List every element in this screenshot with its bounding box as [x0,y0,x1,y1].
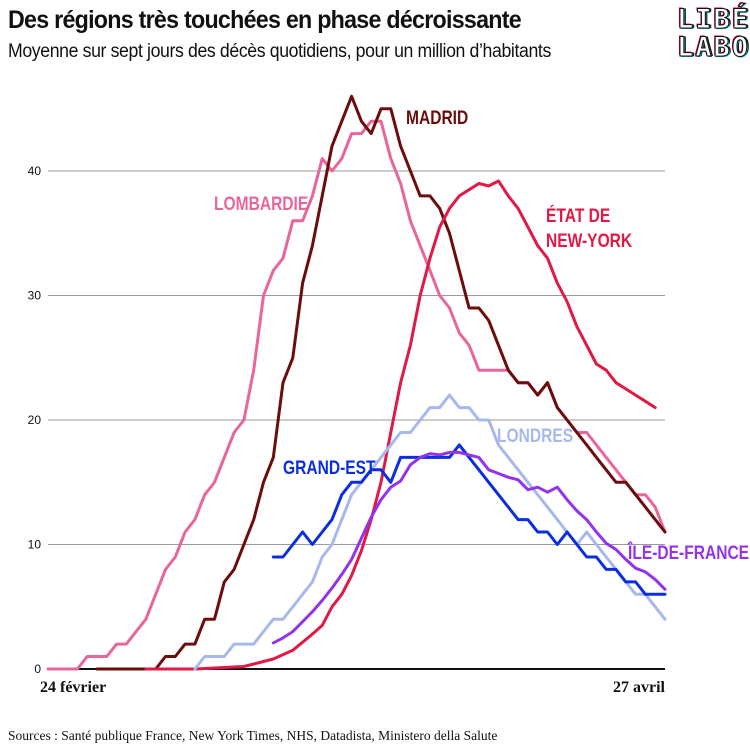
x-tick-label-start: 24 février [40,679,106,696]
series-label-line: MADRID [406,107,468,129]
series-label-etat-de-new-york: ÉTAT DE NEW-YORK [546,205,633,252]
libe-labo-logo: LIBÉ LABO [677,4,750,63]
y-tick-label-40: 40 [28,164,42,178]
series-label-lombardie: LOMBARDIE [214,193,308,215]
sources-note: Sources : Santé publique France, New Yor… [8,728,498,743]
series-label-line: GRAND-EST [283,457,376,479]
y-tick-label-30: 30 [28,289,42,303]
series-label-line: ÎLE-DE-FRANCE [627,542,749,564]
page-subtitle: Moyenne sur sept jours des décès quotidi… [8,41,551,62]
series-line-madrid [95,94,667,671]
series-label-londres: LONDRES [497,425,573,447]
series-label-ile-de-france: ÎLE-DE-FRANCE [627,542,749,564]
series-label-line: LONDRES [497,425,573,447]
logo-line-2: LABO [677,32,750,63]
logo-line-1: LIBÉ [677,4,750,35]
series-label-madrid: MADRID [406,107,468,129]
series-label-line: NEW-YORK [546,230,633,252]
series-line-londres [193,393,667,671]
y-tick-label-20: 20 [28,413,42,427]
y-tick-label-10: 10 [28,538,42,552]
page-title: Des régions très touchées en phase décro… [8,6,522,34]
series-line-grand-est [271,443,667,596]
series-label-line: ÉTAT DE [546,205,610,227]
series-label-line: LOMBARDIE [214,193,308,215]
y-tick-label-0: 0 [34,662,41,676]
series-label-grand-est: GRAND-EST [283,457,376,479]
x-tick-label-end: 27 avril [613,679,666,696]
series-line-ile-de-france [271,450,667,645]
series-line-etat-de-new-york [144,179,657,671]
series-line-lombardie [46,119,667,671]
